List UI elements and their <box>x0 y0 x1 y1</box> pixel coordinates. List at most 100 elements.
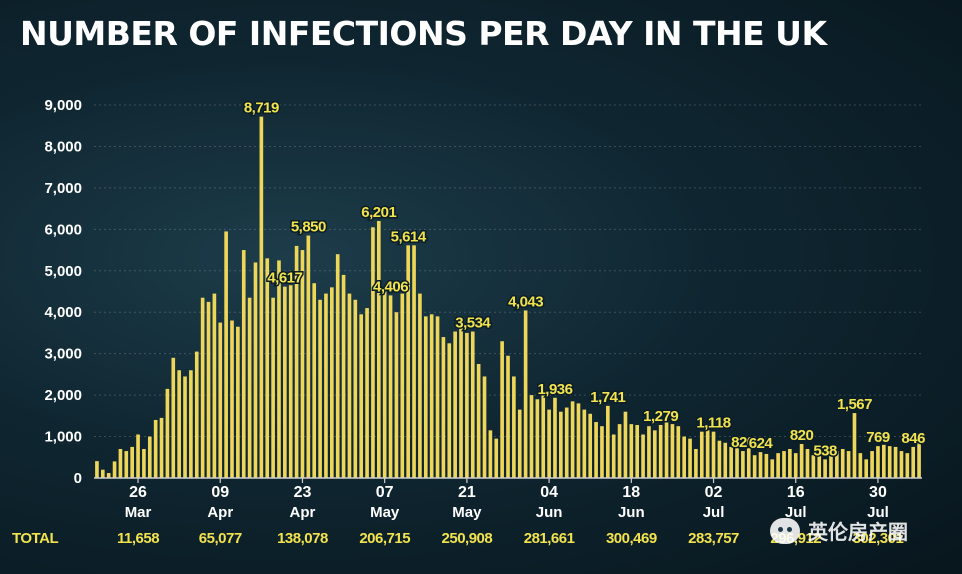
x-tick-month: Jun <box>618 504 645 521</box>
total-value: 281,661 <box>524 530 575 547</box>
y-tick-label: 2,000 <box>44 387 82 404</box>
bar <box>887 446 892 478</box>
bar <box>100 469 105 478</box>
bar <box>529 395 534 478</box>
bar <box>617 424 622 478</box>
bar <box>183 376 187 478</box>
bar <box>647 426 651 478</box>
bar <box>376 221 381 479</box>
bar <box>629 424 634 478</box>
data-label: 1,118 <box>696 415 730 432</box>
bar <box>371 227 375 478</box>
bar <box>664 422 669 478</box>
bars <box>95 116 921 479</box>
bar <box>623 411 628 478</box>
bar <box>606 405 610 478</box>
x-tick-day: 04 <box>540 484 558 501</box>
bar <box>465 332 469 478</box>
bar <box>770 459 775 478</box>
bar <box>147 436 152 478</box>
bar <box>594 422 598 478</box>
bar <box>365 308 369 478</box>
total-value: 138,078 <box>277 530 328 547</box>
bar <box>559 411 563 478</box>
x-tick-month: Apr <box>207 504 233 521</box>
bar <box>635 424 640 478</box>
bar <box>265 258 270 478</box>
y-tick-label: 8,000 <box>44 138 82 155</box>
x-tick-month: May <box>452 504 482 521</box>
x-tick-month: Jun <box>536 504 563 521</box>
total-value: 300,469 <box>606 530 657 547</box>
data-label: 820 <box>790 427 814 444</box>
y-tick-label: 7,000 <box>44 180 82 197</box>
x-tick-day: 16 <box>787 484 805 501</box>
x-tick-day: 18 <box>622 484 640 501</box>
bar <box>864 459 869 478</box>
bar <box>652 430 657 478</box>
x-tick-month: Mar <box>125 504 152 521</box>
bar <box>829 455 833 478</box>
data-label: 1,279 <box>643 408 678 425</box>
bar <box>523 310 528 478</box>
bar <box>641 434 645 478</box>
bar <box>406 245 410 478</box>
totals-label: TOTAL <box>12 530 58 547</box>
bar <box>893 446 898 478</box>
bar <box>218 322 223 478</box>
data-label: 6,201 <box>361 204 396 221</box>
x-tick-month: Jul <box>867 504 889 521</box>
bar <box>823 459 827 478</box>
bar <box>506 355 510 478</box>
bar <box>582 409 587 478</box>
watermark: 英伦房产圈 <box>770 516 908 545</box>
x-tick-day: 02 <box>705 484 723 501</box>
bar <box>300 250 305 478</box>
bar <box>206 301 211 478</box>
data-label: 8,719 <box>244 100 279 117</box>
bar <box>112 461 117 478</box>
chart-title: NUMBER OF INFECTIONS PER DAY IN THE UK <box>20 14 827 53</box>
bar <box>247 297 252 478</box>
bar <box>541 395 546 478</box>
data-label: 769 <box>866 429 890 446</box>
bar <box>782 451 786 478</box>
bar <box>288 285 293 478</box>
bar <box>153 419 158 478</box>
x-axis: 26 Mar 09 Apr 23 Apr 07 May 21 May 04 Jun 18 Jun 02 Jul… <box>125 478 889 521</box>
bar <box>476 364 481 478</box>
bar <box>189 370 193 478</box>
bar <box>394 312 399 478</box>
bar <box>453 331 457 478</box>
watermark-text: 英伦房产圈 <box>808 520 908 544</box>
bar <box>130 446 134 478</box>
bar <box>517 409 522 478</box>
bar <box>459 326 463 478</box>
bar <box>423 316 428 478</box>
bar <box>165 388 170 478</box>
total-value: 11,658 <box>117 530 159 547</box>
bar <box>512 376 516 478</box>
bar <box>682 436 686 478</box>
data-label: 1,936 <box>537 381 572 398</box>
bar <box>318 299 322 478</box>
data-labels: 8,719 4,617 5,850 6,201 4,406 5,614 3,534 4,043… <box>242 98 927 461</box>
data-label: 3,534 <box>455 315 491 332</box>
bar <box>382 291 387 478</box>
bar <box>882 444 886 478</box>
bar <box>212 293 217 478</box>
bar <box>388 295 393 478</box>
bar <box>347 293 352 478</box>
x-tick-day: 26 <box>129 484 147 501</box>
data-label: 624 <box>749 435 774 452</box>
bar <box>429 314 434 478</box>
bar <box>435 316 440 478</box>
data-label: 5,850 <box>291 219 326 236</box>
bar <box>905 453 910 478</box>
bar <box>553 397 557 478</box>
bar <box>353 299 358 478</box>
bar <box>341 274 346 478</box>
bar <box>200 297 205 478</box>
bar <box>911 446 916 478</box>
bar <box>705 430 710 478</box>
